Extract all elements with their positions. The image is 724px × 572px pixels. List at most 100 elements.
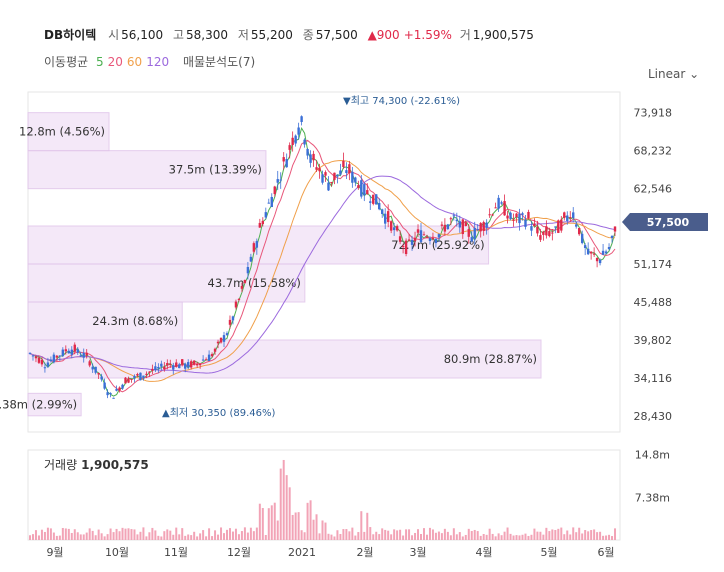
- candle-body: [261, 220, 265, 225]
- volume-bar: [548, 531, 551, 540]
- volume-bar: [202, 530, 205, 540]
- volume-bar: [530, 534, 533, 540]
- volume-bar: [148, 532, 151, 540]
- volume-bar: [178, 534, 181, 540]
- scale-mode-dropdown[interactable]: Linear ⌄: [648, 67, 699, 81]
- candle-body: [258, 222, 262, 228]
- volume-bar: [360, 511, 363, 540]
- volume-bar: [103, 536, 106, 540]
- candle-body: [315, 167, 318, 170]
- candle-body: [151, 368, 154, 371]
- candle-body: [354, 177, 357, 183]
- candle-body: [545, 226, 548, 236]
- volume-bar: [491, 533, 494, 540]
- ma-120: 120: [146, 55, 170, 69]
- candle-body: [366, 190, 369, 195]
- candle-body: [580, 233, 584, 244]
- volume-bar: [440, 533, 443, 540]
- candle-body: [542, 231, 545, 235]
- candle-body: [488, 214, 491, 216]
- candle-body: [372, 194, 375, 204]
- volume-bar: [611, 536, 614, 540]
- candle-body: [595, 257, 599, 262]
- volume-profile-bar: [27, 392, 82, 417]
- candle-body: [210, 354, 214, 357]
- volume-bar: [124, 528, 127, 540]
- volume-bar: [246, 532, 249, 540]
- candle-body: [285, 159, 288, 168]
- candle-body: [52, 354, 56, 363]
- volume-bar: [61, 527, 64, 540]
- volume-bar: [387, 530, 390, 540]
- volume-bar: [339, 533, 342, 540]
- candle-body: [109, 393, 112, 395]
- candle-body: [422, 234, 426, 236]
- volume-bar: [524, 533, 527, 540]
- volume-bar: [405, 529, 408, 540]
- candle-body: [473, 227, 476, 239]
- candle-body: [300, 116, 303, 122]
- candle-body: [613, 226, 617, 232]
- volume-bar: [417, 529, 420, 540]
- candle-body: [485, 222, 488, 228]
- volume-bar: [291, 514, 294, 540]
- ma-legend[interactable]: 이동평균 5 20 60 120 매물분석도(7): [44, 53, 259, 70]
- candle-body: [154, 366, 157, 371]
- current-price-label: 57,500: [647, 216, 690, 229]
- candle-body: [252, 243, 256, 252]
- volume-bar: [566, 530, 569, 540]
- candle-body: [392, 227, 396, 231]
- volume-bar: [333, 536, 336, 540]
- volume-bar: [506, 527, 509, 540]
- volume-bar: [557, 528, 560, 540]
- volume-bar: [43, 531, 46, 540]
- volume-bar: [581, 533, 584, 540]
- candle-body: [198, 363, 202, 366]
- candle-body: [204, 359, 208, 361]
- candle-body: [67, 350, 71, 354]
- volume-bar: [139, 531, 142, 540]
- price-tick-label: 34,116: [634, 372, 673, 385]
- volume-bar: [279, 468, 282, 540]
- ma-5: 5: [96, 55, 104, 69]
- candle-body: [575, 224, 578, 227]
- volume-bar: [67, 528, 70, 540]
- change-value: ▲900: [367, 28, 400, 42]
- volume-bar: [312, 519, 315, 540]
- candle-body: [115, 389, 118, 391]
- volume-bar: [166, 529, 169, 540]
- time-tick-label: 11월: [164, 546, 188, 559]
- volume-bar: [85, 532, 88, 540]
- volume-bar: [372, 534, 375, 540]
- volume-bar: [225, 529, 228, 540]
- volume-bar: [342, 529, 345, 540]
- volume-bar: [187, 534, 190, 540]
- candle-body: [279, 179, 282, 181]
- candle-body: [494, 207, 497, 209]
- candle-body: [216, 341, 220, 344]
- candle-body: [273, 186, 276, 195]
- volume-bar: [52, 532, 55, 540]
- candle-body: [169, 364, 172, 366]
- candle-body: [37, 357, 41, 363]
- volume-bar: [264, 535, 267, 540]
- volume-bar: [393, 529, 396, 540]
- candle-body: [381, 209, 384, 214]
- candle-body: [34, 356, 38, 359]
- candle-body: [476, 229, 479, 231]
- time-tick-label: 9월: [46, 546, 63, 559]
- volume-profile-label: 8.38m (2.99%): [0, 398, 77, 412]
- candle-body: [189, 361, 193, 368]
- volume-bar: [79, 534, 82, 540]
- volume-profile-label: 매물분석도(7): [182, 55, 256, 69]
- volume-bar: [536, 531, 539, 540]
- candle-body: [416, 229, 420, 233]
- volume-bar: [458, 532, 461, 540]
- volume-bar: [270, 505, 273, 540]
- volume-bar: [276, 520, 279, 540]
- candle-body: [85, 352, 88, 356]
- open-label: 시: [108, 28, 120, 42]
- candle-body: [461, 219, 464, 235]
- candle-body: [228, 319, 232, 325]
